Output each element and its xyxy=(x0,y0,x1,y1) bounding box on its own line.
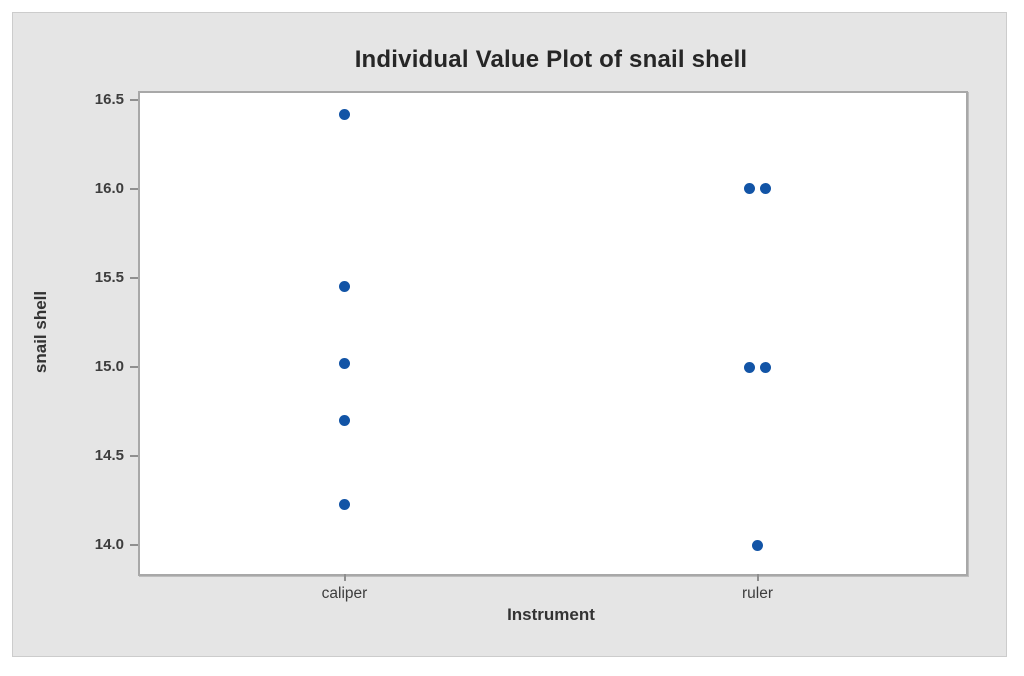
y-tick-mark xyxy=(130,277,138,280)
data-point xyxy=(339,281,350,293)
x-tick-label: ruler xyxy=(741,585,773,602)
y-tick-label: 16.5 xyxy=(94,90,124,108)
y-tick-mark xyxy=(130,98,138,101)
data-point xyxy=(744,361,755,373)
data-point xyxy=(339,415,350,427)
y-tick-label: 14.0 xyxy=(94,536,124,554)
y-tick-mark xyxy=(130,544,138,547)
y-tick-mark xyxy=(130,366,138,369)
data-point xyxy=(760,183,771,195)
y-tick-label: 15.5 xyxy=(94,269,124,287)
y-tick-label: 14.5 xyxy=(94,447,124,465)
chart-title: Individual Value Plot of snail shell xyxy=(354,46,748,73)
x-tick-label: caliper xyxy=(321,585,368,602)
data-point xyxy=(752,539,763,551)
y-axis-title-text: snail shell xyxy=(31,290,51,373)
x-tick-mark xyxy=(343,574,346,581)
y-tick-label: 16.0 xyxy=(94,179,124,197)
y-tick-mark xyxy=(130,187,138,190)
x-tick-mark xyxy=(756,574,759,581)
data-point xyxy=(339,358,350,370)
y-axis-title: snail shell xyxy=(29,91,53,572)
figure-panel: Individual Value Plot of snail shell sna… xyxy=(12,12,1007,657)
data-point xyxy=(760,361,771,373)
x-axis-title: Instrument xyxy=(507,605,595,624)
data-point xyxy=(339,108,350,120)
y-tick-mark xyxy=(130,455,138,458)
y-tick-label: 15.0 xyxy=(94,358,124,376)
data-point xyxy=(744,183,755,195)
plot-area xyxy=(138,91,968,576)
data-point xyxy=(339,498,350,510)
